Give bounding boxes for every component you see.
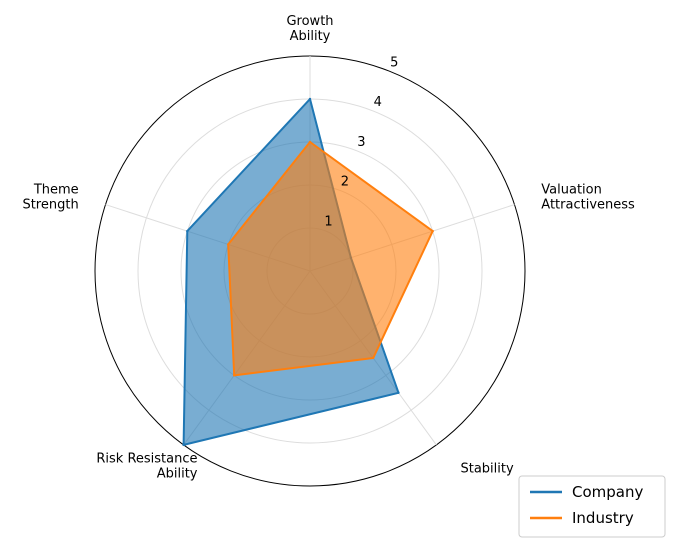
legend: Company Industry bbox=[518, 475, 666, 538]
rtick-label-2: 2 bbox=[341, 175, 349, 190]
rtick-label-4: 4 bbox=[374, 95, 382, 110]
axis-label-1: Valuation Attractiveness bbox=[541, 183, 635, 213]
axis-label-2: Stability bbox=[460, 461, 514, 476]
series-industry-point-1 bbox=[431, 229, 434, 233]
legend-label-industry: Industry bbox=[572, 509, 634, 527]
axis-labels: Growth Ability Valuation Attractiveness Stab… bbox=[22, 14, 635, 481]
series-industry-point-0 bbox=[308, 140, 312, 144]
axis-label-4: Theme Strength bbox=[22, 183, 78, 213]
legend-label-company: Company bbox=[572, 483, 643, 501]
axis-label-3: Risk Resistance Ability bbox=[96, 451, 197, 481]
axis-label-0: Growth Ability bbox=[286, 14, 333, 44]
rtick-label-1: 1 bbox=[324, 214, 332, 229]
radial-ticks: 1 2 3 4 5 bbox=[324, 55, 398, 229]
series-company-point-2 bbox=[397, 391, 400, 394]
series-industry-point-2 bbox=[371, 356, 375, 360]
series-company-point-0 bbox=[308, 97, 312, 101]
rtick-label-3: 3 bbox=[357, 135, 365, 150]
series-group bbox=[182, 97, 434, 447]
series-industry-point-3 bbox=[232, 374, 236, 377]
series-industry-area bbox=[227, 141, 434, 377]
series-industry-point-4 bbox=[227, 243, 230, 246]
rtick-label-5: 5 bbox=[390, 55, 398, 70]
series-company-point-3 bbox=[182, 443, 185, 447]
series-company-point-4 bbox=[186, 229, 189, 233]
